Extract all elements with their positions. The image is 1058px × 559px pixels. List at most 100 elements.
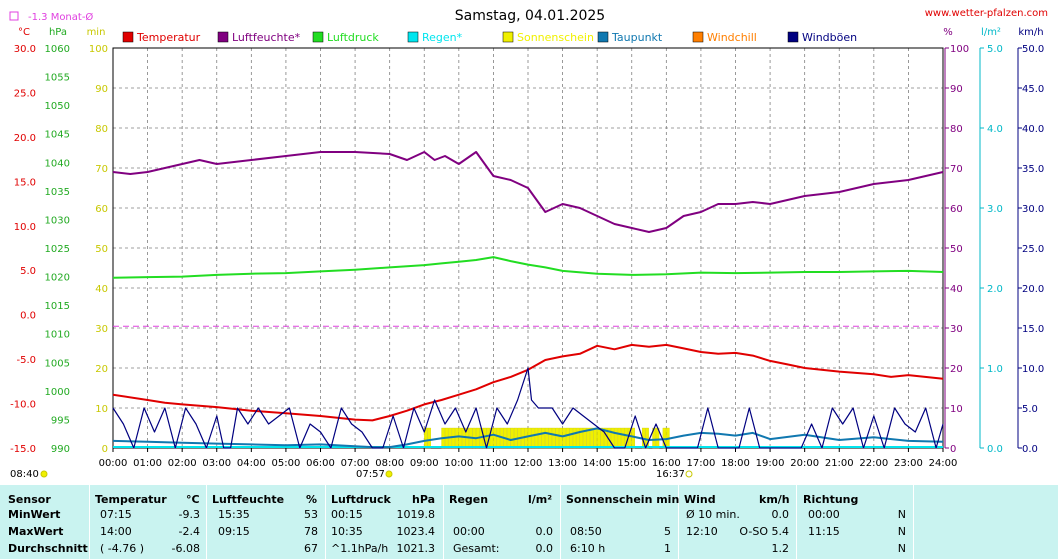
tick-temp: 25.0 [14, 88, 36, 99]
tick-sunshine: 30 [95, 324, 108, 335]
legend-swatch [692, 31, 704, 43]
tick-temp: 5.0 [20, 266, 36, 277]
legend-label: Luftfeuchte* [232, 31, 301, 44]
summary-cell-d-val: N [897, 525, 906, 538]
sunshine-bar [545, 427, 549, 449]
tick-temp: -5.0 [16, 355, 36, 366]
x-tick-label: 01:00 [133, 458, 162, 469]
hdr-regen-unit: l/m² [528, 493, 553, 506]
tick-sunshine: 20 [95, 364, 108, 375]
tick-pressure: 1040 [45, 158, 70, 169]
x-tick-label: 16:00 [652, 458, 681, 469]
summary-cell-t-time: 14:00 [100, 525, 132, 538]
unit-sunshine: min [87, 27, 106, 38]
wind-gust-line [112, 367, 944, 449]
tick-pressure: 995 [51, 415, 70, 426]
hdr-temperatur-unit: °C [186, 493, 200, 506]
sunshine-bar [527, 427, 532, 449]
hdr-regen: Regen [449, 493, 489, 506]
summary-cell-w-val: 0.0 [771, 508, 790, 521]
tick-humidity: 50 [950, 244, 963, 255]
tick-pressure: 1035 [45, 187, 70, 198]
dewpoint-line [112, 427, 944, 449]
sunshine-bar [552, 427, 556, 449]
tick-wind: 15.0 [1022, 324, 1044, 335]
x-tick-label: 18:00 [721, 458, 750, 469]
legend-label: Windchill [707, 31, 757, 44]
tick-humidity: 90 [950, 84, 963, 95]
tick-rain: 2.0 [987, 284, 1003, 295]
tick-temp: 10.0 [14, 222, 36, 233]
sunshine-bar [510, 427, 514, 449]
summary-cell-s-val: 1 [664, 542, 671, 555]
tick-wind: 30.0 [1022, 204, 1044, 215]
tick-pressure: 1005 [45, 358, 70, 369]
unit-pressure: hPa [49, 27, 67, 38]
x-tick-label: 11:00 [479, 458, 508, 469]
summary-cell-h-val: 67 [304, 542, 318, 555]
sunshine-bar [593, 427, 597, 449]
tick-rain: 5.0 [987, 44, 1003, 55]
tick-pressure: 1030 [45, 215, 70, 226]
tick-wind: 5.0 [1022, 404, 1038, 415]
x-tick-label: 23:00 [894, 458, 923, 469]
hdr-luftfeuchte-unit: % [306, 493, 318, 506]
tick-rain: 3.0 [987, 204, 1003, 215]
tick-sunshine: 10 [95, 404, 108, 415]
tick-wind: 35.0 [1022, 164, 1044, 175]
summary-cell-p-time: 00:15 [331, 508, 363, 521]
sunshine-bar [555, 427, 559, 449]
tick-temp: -15.0 [10, 444, 36, 455]
x-tick-label: 04:00 [237, 458, 266, 469]
tick-temp: -10.0 [10, 400, 36, 411]
summary-cell-s-time: 6:10 h [570, 542, 606, 555]
site-url[interactable]: www.wetter-pfalzen.com [925, 8, 1048, 19]
x-tick-label: 06:00 [306, 458, 335, 469]
hdr-wind: Wind [684, 493, 716, 506]
tick-pressure: 990 [51, 444, 70, 455]
tick-wind: 25.0 [1022, 244, 1044, 255]
legend-swatch [597, 31, 609, 43]
summary-cell-h-time: 09:15 [218, 525, 250, 538]
sunset-label: 16:37 [656, 469, 685, 480]
tick-sunshine: 50 [95, 244, 108, 255]
tick-sunshine: 40 [95, 284, 108, 295]
sunshine-bar [534, 427, 539, 449]
hdr-richtung: Richtung [803, 493, 859, 506]
tick-pressure: 1025 [45, 244, 70, 255]
tick-pressure: 1050 [45, 101, 70, 112]
x-tick-label: 14:00 [583, 458, 612, 469]
tick-pressure: 1045 [45, 130, 70, 141]
month-avg-label: -1.3 Monat-Ø [28, 11, 93, 23]
x-tick-label: 10:00 [444, 458, 473, 469]
summary-cell-r-val: 0.0 [535, 525, 554, 538]
unit-humidity: % [943, 27, 953, 38]
chart-grid [112, 47, 944, 449]
humidity-line [112, 151, 944, 233]
x-tick-label: 03:00 [202, 458, 231, 469]
month-avg-swatch [9, 11, 19, 21]
chart-title: Samstag, 04.01.2025 [455, 8, 605, 24]
summary-cell-p-time: 10:35 [331, 525, 363, 538]
legend-swatch [122, 31, 134, 43]
sunset-icon [685, 470, 693, 478]
tick-pressure: 1055 [45, 73, 70, 84]
tick-sunshine: 60 [95, 204, 108, 215]
summary-cell-t-val: -2.4 [178, 525, 200, 538]
summary-cell-s-time: 08:50 [570, 525, 602, 538]
tick-wind: 40.0 [1022, 124, 1044, 135]
unit-temp: °C [18, 27, 30, 38]
summary-cell-t-time: 07:15 [100, 508, 132, 521]
summary-cell-d-val: N [897, 508, 906, 521]
summary-cell-t-time: ( -4.76 ) [100, 542, 145, 555]
summary-cell-w-time: Ø 10 min. [686, 508, 740, 521]
summary-cell-label: Durchschnitt [8, 542, 88, 555]
tick-humidity: 30 [950, 324, 963, 335]
tick-temp: 15.0 [14, 177, 36, 188]
summary-cell-t-val: -6.08 [171, 542, 200, 555]
sunshine-bar [531, 427, 535, 449]
x-tick-label: 05:00 [272, 458, 301, 469]
legend-label: Temperatur [136, 31, 201, 44]
x-tick-label: 22:00 [859, 458, 888, 469]
summary-cell-d-time: 00:00 [808, 508, 840, 521]
